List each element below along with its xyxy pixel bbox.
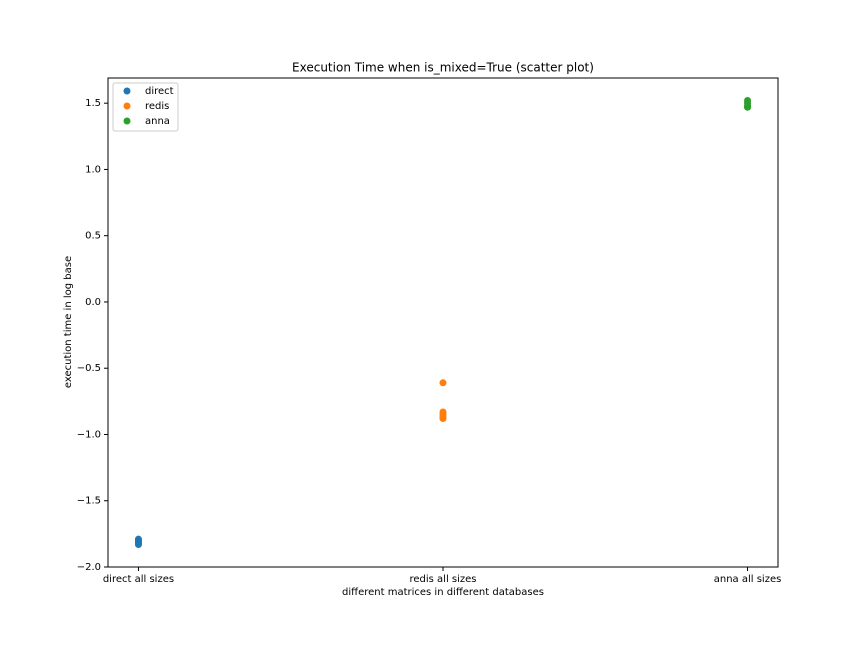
plot-frame <box>107 77 779 568</box>
legend-label: direct <box>145 86 174 97</box>
point <box>439 415 447 423</box>
chart-title: Execution Time when is_mixed=True (scatt… <box>292 61 594 75</box>
x-tick-label: redis all sizes <box>409 574 476 585</box>
y-tick-label: 1.5 <box>85 98 101 109</box>
y-tick-label: 1.0 <box>85 164 101 175</box>
y-tick-label: 0.0 <box>85 297 101 308</box>
y-tick-label: −2.0 <box>77 562 101 573</box>
y-axis-label: execution time in log base <box>63 256 74 388</box>
y-tick-label: −0.5 <box>77 363 101 374</box>
x-tick-label: anna all sizes <box>714 574 782 585</box>
legend-label: redis <box>145 101 169 112</box>
y-tick-label: 0.5 <box>85 231 101 242</box>
x-axis-label: different matrices in different database… <box>342 587 544 598</box>
y-tick-label: −1.5 <box>77 496 101 507</box>
y-tick-label: −1.0 <box>77 429 101 440</box>
x-tick-label: direct all sizes <box>103 574 174 585</box>
legend-marker <box>123 102 131 110</box>
legend-label: anna <box>145 116 170 127</box>
point <box>134 540 142 548</box>
legend-marker <box>123 87 131 95</box>
point <box>439 379 447 387</box>
legend-marker <box>123 117 131 125</box>
point <box>744 103 752 111</box>
